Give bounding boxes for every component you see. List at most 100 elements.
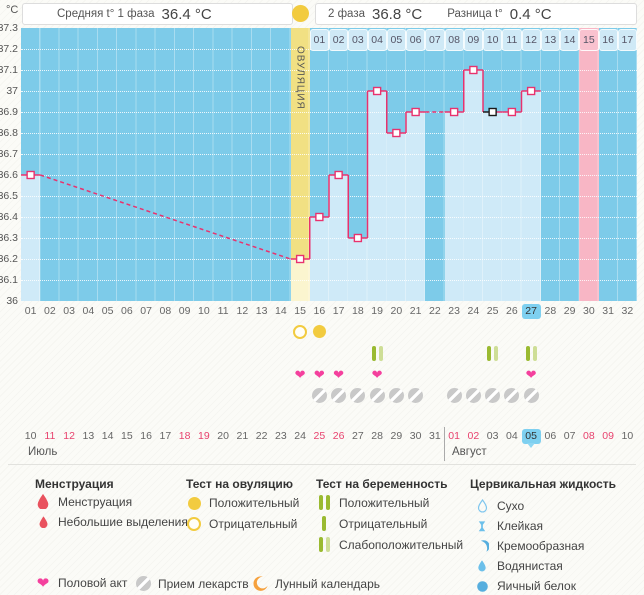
temp-unit-label: °C	[6, 4, 19, 16]
date-cell-25[interactable]: 25	[313, 430, 326, 442]
temp-marker-day-15	[295, 254, 305, 264]
cycle-day-22[interactable]: 22	[429, 305, 441, 317]
cycle-day-15[interactable]: 15	[294, 305, 306, 317]
phase2-day-cell-08: 08	[445, 30, 463, 50]
date-cell-22[interactable]: 22	[255, 430, 268, 442]
cycle-day-08[interactable]: 08	[159, 305, 172, 317]
cycle-day-13[interactable]: 13	[255, 305, 268, 317]
y-axis-tick: 36.9	[0, 106, 18, 118]
cycle-day-02[interactable]: 02	[44, 305, 56, 317]
cycle-day-07[interactable]: 07	[140, 305, 152, 317]
date-cell-17[interactable]: 17	[159, 430, 172, 442]
y-axis-tick: 36.8	[0, 127, 18, 139]
cycle-day-10[interactable]: 10	[198, 305, 210, 317]
diff-label: Разница t°	[447, 8, 503, 20]
cycle-day-20[interactable]: 20	[390, 305, 403, 317]
cycle-day-12[interactable]: 12	[236, 305, 249, 317]
gridline	[21, 70, 637, 71]
phase1-value: 36.4 °C	[161, 5, 212, 23]
date-cell-18[interactable]: 18	[178, 430, 191, 442]
cycle-day-05[interactable]: 05	[101, 305, 114, 317]
date-cell-09[interactable]: 09	[602, 430, 614, 442]
date-cell-26[interactable]: 26	[332, 430, 345, 442]
pill-icon	[446, 388, 462, 403]
ovulation-column-label: ОВУЛЯЦИЯ	[294, 46, 306, 110]
cycle-day-09[interactable]: 09	[178, 305, 191, 317]
chart-fill-day-25	[483, 112, 503, 301]
phase2-day-cell-04: 04	[368, 30, 386, 50]
cycle-day-06[interactable]: 06	[121, 305, 133, 317]
y-axis-tick: 37.1	[0, 64, 18, 76]
date-cell-23[interactable]: 23	[275, 430, 287, 442]
cycle-day-21[interactable]: 21	[409, 305, 422, 317]
cycle-day-24[interactable]: 24	[467, 305, 480, 317]
date-cell-11[interactable]: 11	[44, 430, 56, 442]
cycle-day-16[interactable]: 16	[313, 305, 326, 317]
date-cell-03[interactable]: 03	[486, 430, 499, 442]
date-cell-14[interactable]: 14	[101, 430, 114, 442]
ovulation-day-icon	[292, 5, 309, 22]
date-cell-24[interactable]: 24	[294, 430, 306, 442]
cycle-day-14[interactable]: 14	[275, 305, 287, 317]
gridline	[21, 91, 637, 92]
gridline	[21, 112, 637, 113]
date-cell-27[interactable]: 27	[352, 430, 364, 442]
y-axis-tick: 37	[6, 85, 18, 97]
chart-fill-day-21	[406, 112, 426, 301]
pill-icon	[135, 576, 151, 591]
cycle-day-04[interactable]: 04	[82, 305, 95, 317]
y-axis-tick: 37.2	[0, 43, 18, 55]
creamy-wave-icon	[474, 539, 490, 553]
cycle-day-18[interactable]: 18	[352, 305, 364, 317]
date-cell-10[interactable]: 10	[24, 430, 37, 442]
expected-period-column[interactable]	[579, 28, 599, 301]
y-axis-tick: 37.3	[0, 22, 18, 34]
date-cell-02[interactable]: 02	[467, 430, 480, 442]
date-cell-21[interactable]: 21	[236, 430, 249, 442]
gridline	[21, 238, 637, 239]
ovulation-test-negative-icon	[293, 325, 308, 339]
date-cell-05[interactable]: 05	[521, 429, 541, 448]
date-cell-30[interactable]: 30	[409, 430, 422, 442]
pill-icon	[485, 388, 501, 403]
cycle-day-26[interactable]: 26	[506, 305, 518, 317]
date-cell-12[interactable]: 12	[63, 430, 75, 442]
date-cell-10[interactable]: 10	[621, 430, 634, 442]
date-cell-19[interactable]: 19	[198, 430, 210, 442]
heart-icon: ❤	[294, 367, 306, 382]
date-cell-15[interactable]: 15	[121, 430, 133, 442]
pill-icon	[388, 388, 404, 403]
phase1-label: Средняя t° 1 фаза	[57, 8, 155, 20]
date-cell-28[interactable]: 28	[371, 430, 383, 442]
cycle-day-29[interactable]: 29	[563, 305, 576, 317]
cycle-day-30[interactable]: 30	[583, 305, 595, 317]
date-cell-16[interactable]: 16	[140, 430, 152, 442]
temp-marker-day-18	[353, 233, 363, 243]
cycle-day-01[interactable]: 01	[24, 305, 37, 317]
date-cell-20[interactable]: 20	[217, 430, 229, 442]
cycle-day-32[interactable]: 32	[621, 305, 634, 317]
pregnancy-test-weak-icon	[487, 346, 499, 361]
pill-icon	[331, 388, 347, 403]
date-cell-07[interactable]: 07	[563, 430, 576, 442]
cycle-day-19[interactable]: 19	[371, 305, 383, 317]
phase2-day-cell-09: 09	[464, 30, 482, 50]
cycle-day-25[interactable]: 25	[486, 305, 499, 317]
cycle-day-31[interactable]: 31	[602, 305, 614, 317]
cycle-day-23[interactable]: 23	[448, 305, 460, 317]
date-cell-01[interactable]: 01	[448, 430, 460, 442]
temp-marker-day-1	[26, 170, 35, 180]
ovulation-column[interactable]	[290, 28, 310, 301]
cycle-day-03[interactable]: 03	[63, 305, 75, 317]
date-cell-29[interactable]: 29	[390, 430, 403, 442]
cycle-day-28[interactable]: 28	[544, 305, 557, 317]
phase2-summary-box: 2 фаза 36.8 °C Разница t° 0.4 °C	[315, 3, 637, 25]
cycle-day-11[interactable]: 11	[217, 305, 229, 317]
date-cell-13[interactable]: 13	[82, 430, 95, 442]
date-cell-31[interactable]: 31	[429, 430, 441, 442]
date-cell-04[interactable]: 04	[506, 430, 518, 442]
date-cell-08[interactable]: 08	[583, 430, 595, 442]
cycle-day-17[interactable]: 17	[332, 305, 345, 317]
date-cell-06[interactable]: 06	[544, 430, 557, 442]
cycle-day-27[interactable]: 27	[521, 304, 541, 319]
